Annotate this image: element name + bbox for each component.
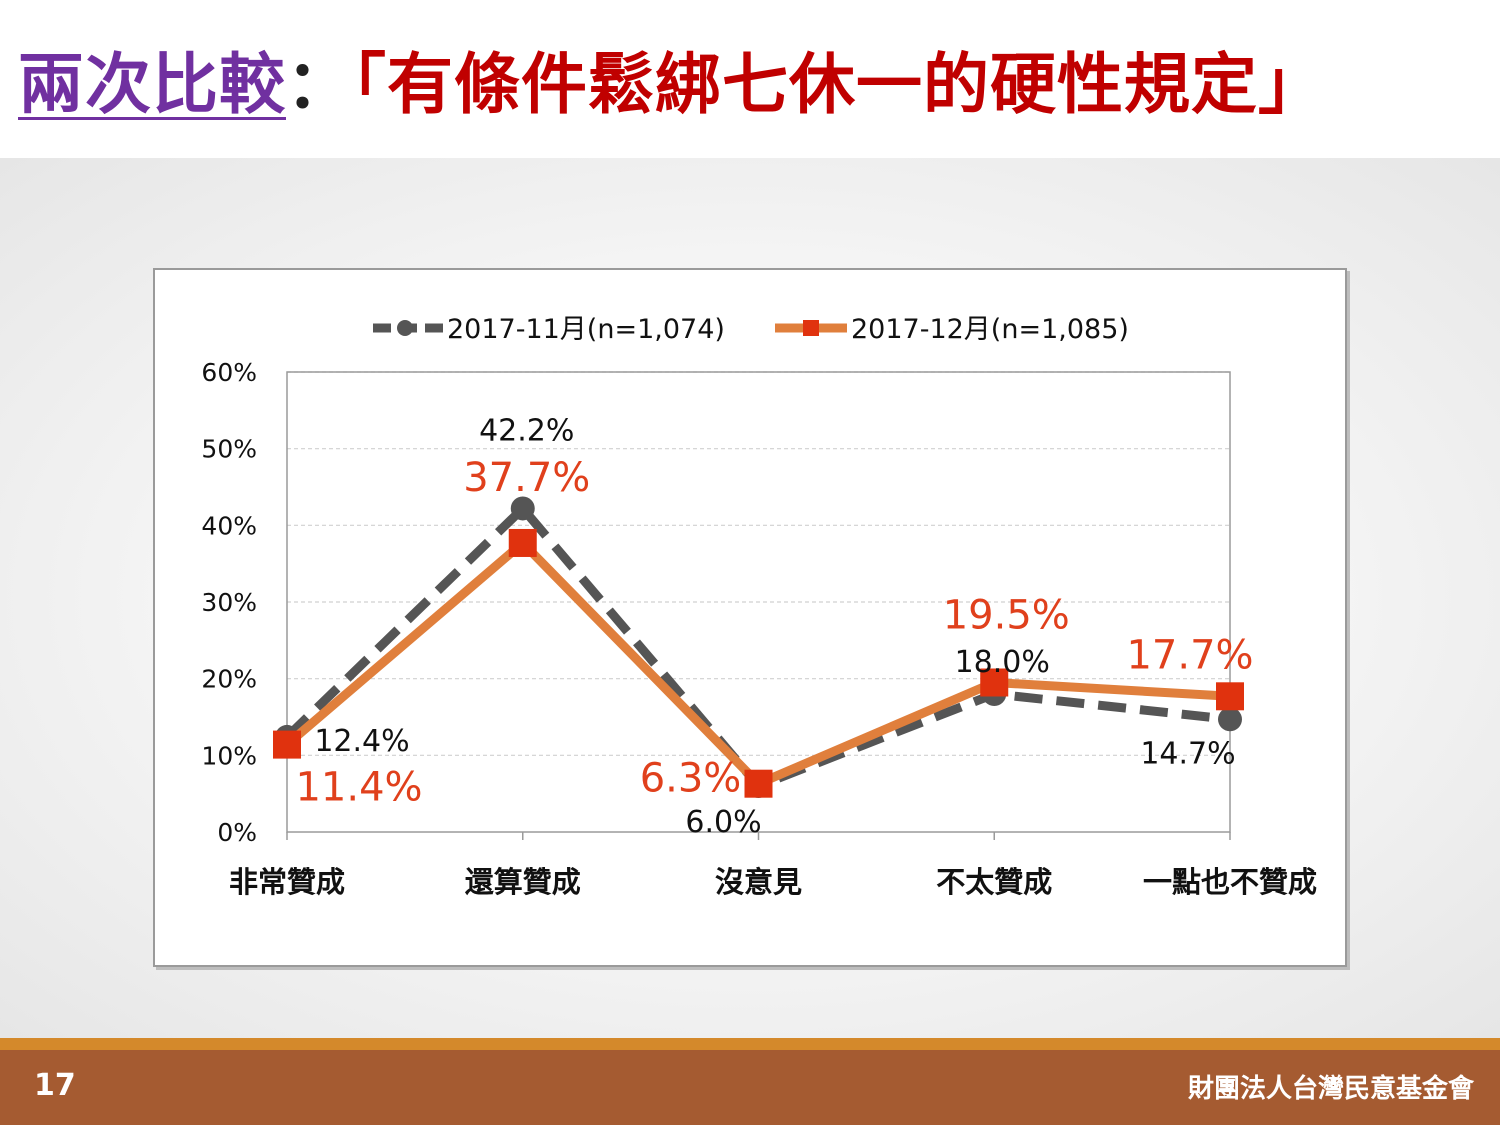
y-tick-label: 10% <box>201 741 257 770</box>
series-2017-12-point <box>273 730 301 759</box>
x-tick-label: 沒意見 <box>715 865 802 899</box>
series-2017-11-data-label: 18.0% <box>955 645 1050 680</box>
x-tick-label: 不太贊成 <box>936 865 1052 899</box>
y-tick-label: 60% <box>201 358 257 387</box>
series-2017-11-data-label: 14.7% <box>1140 736 1235 771</box>
series-2017-11-point <box>510 496 535 521</box>
series-2017-12-data-label: 37.7% <box>463 455 590 501</box>
series-2017-12-point <box>980 668 1009 697</box>
series-2017-12-data-label: 17.7% <box>1126 632 1253 678</box>
series-2017-12-data-label: 11.4% <box>295 765 422 811</box>
series-2017-12-data-label: 6.3% <box>640 756 742 802</box>
line-chart: 0% 10% 20% 30% 40% 50% 60% 非常贊成 還算贊成 沒意見 不太贊成 一點也不贊… <box>201 314 1317 899</box>
y-tick-label: 40% <box>201 511 257 540</box>
title-comparison: 兩次比較 <box>18 46 286 123</box>
y-tick-label: 0% <box>217 818 257 847</box>
legend-2017-12-marker <box>803 320 819 336</box>
legend-2017-12-label: 2017-12月(n=1,085) <box>851 314 1129 345</box>
y-tick-label: 30% <box>201 588 257 617</box>
title-topic: 「有條件鬆綁七休一的硬性規定」 <box>353 46 1325 123</box>
x-tick-label: 還算贊成 <box>465 865 581 899</box>
series-2017-11-data-label: 6.0% <box>685 805 761 840</box>
slide-title: 兩次比較：「有條件鬆綁七休一的硬性規定」 <box>18 40 1325 130</box>
series-2017-12-line <box>284 538 1231 789</box>
series-2017-12-point <box>508 528 537 557</box>
footer-bar <box>0 1050 1500 1125</box>
title-bar: 兩次比較：「有條件鬆綁七休一的硬性規定」 <box>0 0 1500 158</box>
title-separator: ： <box>286 46 353 123</box>
y-tick-label: 20% <box>201 665 257 694</box>
x-tick-label: 一點也不贊成 <box>1143 865 1317 899</box>
series-2017-12-point <box>744 769 773 798</box>
series-2017-12-data-label: 19.5% <box>943 593 1070 639</box>
chart-frame: 0% 10% 20% 30% 40% 50% 60% 非常贊成 還算贊成 沒意見 不太贊成 一點也不贊… <box>153 268 1347 967</box>
series-2017-11-data-label: 12.4% <box>314 724 409 759</box>
series-2017-11-data-label: 42.2% <box>479 413 574 448</box>
series-2017-12-point <box>1216 682 1244 711</box>
legend-2017-11-marker <box>397 320 413 336</box>
legend-2017-11-label: 2017-11月(n=1,074) <box>447 314 725 345</box>
series-2017-11-point <box>1218 707 1242 732</box>
organization-name: 財團法人台灣民意基金會 <box>1187 1074 1474 1104</box>
x-tick-label: 非常贊成 <box>229 865 345 899</box>
footer-accent-line <box>0 1038 1500 1050</box>
page-number: 17 <box>34 1068 76 1103</box>
series-2017-11-line <box>283 503 1231 791</box>
y-tick-label: 50% <box>201 435 257 464</box>
